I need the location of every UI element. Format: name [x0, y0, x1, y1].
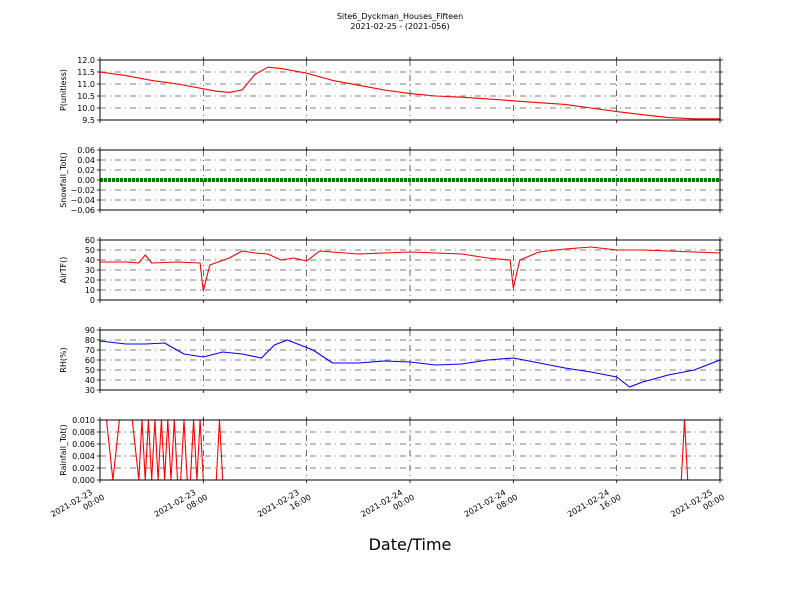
- y-tick-label: 30: [85, 266, 95, 275]
- y-tick-label: 80: [85, 336, 95, 345]
- panel-1: 9.5 10.0 10.5 11.0 11.5 12.0 P(unitless): [59, 56, 723, 125]
- y-tick-label: 12.0: [77, 56, 95, 65]
- chart-title: Site6_Dyckman_Houses_Fifteen: [337, 12, 463, 21]
- panel-frame: [99, 149, 721, 211]
- y-tick-label: 0.006: [72, 440, 95, 449]
- y-tick-label: 30: [85, 386, 95, 395]
- series-line: [100, 419, 720, 481]
- panel-frame: [99, 239, 721, 301]
- y-axis-label: AirTF(): [59, 257, 68, 284]
- x-tick-label: 2021-02-2416:00: [566, 484, 623, 528]
- x-tick-label: 2021-02-2300:00: [49, 484, 106, 528]
- y-tick-label: 40: [85, 376, 95, 385]
- y-tick-label: 0.008: [72, 428, 95, 437]
- y-tick-label: 20: [85, 276, 95, 285]
- series-line: [99, 66, 720, 120]
- y-tick-label: 0.000: [72, 476, 95, 485]
- y-tick-label: 9.5: [82, 116, 95, 125]
- y-axis-label: P(unitless): [59, 69, 68, 111]
- y-tick-label: 0.04: [77, 156, 95, 165]
- y-tick-label: 70: [85, 346, 95, 355]
- y-tick-label: 50: [85, 246, 95, 255]
- y-tick-label: 40: [85, 256, 95, 265]
- x-tick-label: 2021-02-2400:00: [359, 484, 416, 528]
- panel-frame: [99, 329, 721, 391]
- y-tick-label: −0.04: [70, 196, 95, 205]
- series-line: [100, 246, 721, 292]
- series-line: [99, 339, 721, 388]
- y-tick-label: 10.5: [77, 92, 95, 101]
- y-tick-label: 0.00: [77, 176, 95, 185]
- y-tick-label: −0.06: [70, 206, 95, 215]
- y-tick-label: 0: [90, 296, 95, 305]
- panel-frame: [99, 59, 721, 121]
- y-tick-label: 10.0: [77, 104, 95, 113]
- x-tick-label: 2021-02-2316:00: [256, 484, 313, 528]
- y-tick-label: 0.004: [72, 452, 95, 461]
- panel-2: −0.06−0.04−0.020.000.020.040.06 Snowfall_…: [59, 146, 723, 215]
- y-tick-label: 11.5: [77, 68, 95, 77]
- y-tick-label: 90: [85, 326, 95, 335]
- x-tick-label: 2021-02-2500:00: [669, 484, 726, 528]
- panels-group: 9.510.010.511.011.512.0P(unitless)−0.06−…: [59, 56, 723, 485]
- x-tick-label: 2021-02-2308:00: [153, 484, 210, 528]
- y-tick-label: 0.010: [72, 416, 95, 425]
- y-axis-label: Rainfall_Tot(): [59, 424, 68, 476]
- y-tick-label: 0.02: [77, 166, 95, 175]
- x-axis: 2021-02-2300:00 2021-02-2308:00 2021-02-23…: [49, 484, 726, 528]
- chart-subtitle: 2021-02-25 - (2021-056): [350, 22, 449, 31]
- y-axis-label: RH(%): [59, 347, 68, 372]
- y-tick-label: 50: [85, 366, 95, 375]
- y-tick-label: 10: [85, 286, 95, 295]
- y-tick-label: 0.06: [77, 146, 95, 155]
- y-axis-label: Snowfall_Tot(): [59, 152, 68, 208]
- y-tick-label: −0.02: [70, 186, 95, 195]
- y-tick-label: 0.002: [72, 464, 95, 473]
- y-tick-label: 60: [85, 356, 95, 365]
- y-tick-label: 60: [85, 236, 95, 245]
- panel-frame: [99, 419, 721, 481]
- panel-5: 0.000 0.002 0.004 0.006 0.008 0.010 Rainfall_T…: [59, 416, 723, 485]
- x-tick-label: 2021-02-2408:00: [463, 484, 520, 528]
- y-tick-label: 11.0: [77, 80, 95, 89]
- x-axis-label: Date/Time: [369, 535, 452, 554]
